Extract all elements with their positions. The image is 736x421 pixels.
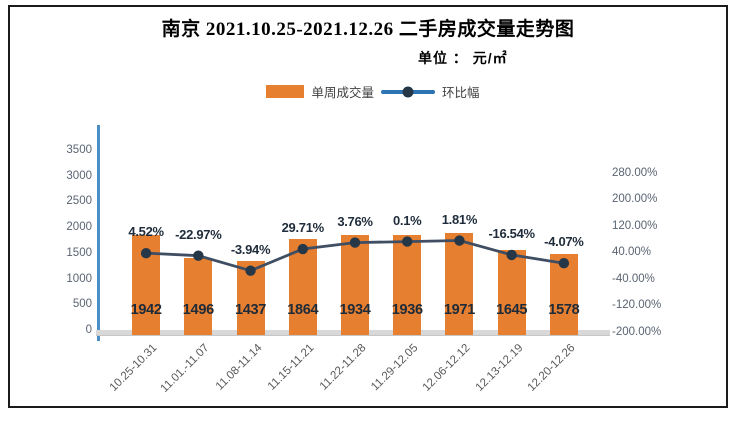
change-percent-label: 3.76% bbox=[337, 213, 373, 229]
change-percent-label: 1.81% bbox=[441, 211, 478, 227]
chart-frame bbox=[8, 5, 728, 408]
left-axis-tick-label: 1000 bbox=[66, 272, 92, 285]
change-percent-label: 4.52% bbox=[128, 224, 164, 240]
change-percent-label: -3.94% bbox=[230, 241, 271, 257]
x-axis-label-text: 12.13-12.19 bbox=[473, 342, 526, 394]
change-percent-label: -16.54% bbox=[488, 225, 535, 241]
legend-bar-swatch bbox=[266, 85, 305, 98]
bar-value-label: 1936 bbox=[391, 302, 423, 318]
x-axis-label-text: 11.08-11.14 bbox=[213, 342, 265, 393]
x-axis-label-text: 12.06-12.12 bbox=[421, 342, 473, 394]
chart-unit-label: 单位 ： 元/㎡ bbox=[418, 50, 508, 66]
right-axis-tick-label: 40.00% bbox=[612, 246, 652, 259]
right-axis-tick-label: 120.00% bbox=[612, 219, 658, 232]
left-axis-tick-label: 500 bbox=[72, 298, 92, 311]
right-axis-tick-label: -200.00% bbox=[612, 326, 662, 338]
bar-value-label: 1496 bbox=[182, 302, 214, 318]
bar bbox=[184, 257, 213, 335]
bar-value-label: 1578 bbox=[548, 302, 580, 318]
legend: 单周成交量 环比幅 bbox=[0, 82, 736, 101]
left-axis-line bbox=[97, 125, 100, 341]
bar bbox=[445, 233, 474, 335]
left-axis-tick-label: 3500 bbox=[66, 143, 92, 156]
left-axis-tick-label: 2500 bbox=[66, 195, 92, 208]
bar bbox=[132, 234, 161, 335]
right-axis-tick-label: 200.00% bbox=[612, 193, 658, 206]
bar bbox=[341, 235, 369, 335]
bar-value-label: 1942 bbox=[130, 302, 162, 318]
change-percent-label: -22.97% bbox=[175, 226, 222, 242]
left-axis-tick-label: 1500 bbox=[66, 246, 92, 259]
left-axis-tick-label: 3000 bbox=[66, 169, 92, 182]
bar-value-label: 1864 bbox=[287, 302, 319, 318]
bar-value-label: 1934 bbox=[339, 302, 371, 318]
legend-line-marker-icon bbox=[402, 86, 414, 97]
right-axis-tick-label: -120.00% bbox=[612, 299, 662, 312]
bar bbox=[236, 260, 265, 335]
chart-title: 南京 2021.10.25-2021.12.26 二手房成交量走势图 bbox=[161, 19, 575, 40]
left-axis-tick-label: 0 bbox=[85, 324, 92, 336]
bar bbox=[393, 235, 422, 335]
x-axis-label-text: 12.20-12.26 bbox=[525, 342, 578, 394]
change-percent-label: 29.71% bbox=[281, 220, 325, 236]
change-percent-label: 0.1% bbox=[393, 212, 422, 228]
left-axis-tick-label: 2000 bbox=[66, 221, 92, 233]
bar-value-label: 1971 bbox=[443, 302, 475, 318]
bar-value-label: 1437 bbox=[235, 302, 267, 318]
right-axis-tick-label: -40.00% bbox=[612, 272, 655, 285]
bar bbox=[497, 250, 526, 335]
legend-line-label: 环比幅 bbox=[442, 86, 480, 100]
x-axis-label-text: 11.29-12.05 bbox=[369, 342, 421, 394]
x-axis-label-text: 11.01.-11.07 bbox=[158, 342, 212, 395]
x-axis-label-text: 11.15-11.21 bbox=[265, 342, 317, 393]
right-axis-tick-label: 280.00% bbox=[612, 166, 658, 179]
x-axis-label-text: 11.22-11.28 bbox=[317, 342, 369, 393]
change-percent-label: -4.07% bbox=[544, 234, 584, 250]
bar-value-label: 1645 bbox=[496, 302, 528, 318]
legend-bar-label: 单周成交量 bbox=[311, 86, 374, 100]
x-axis-label-text: 10.25-10.31 bbox=[107, 342, 160, 394]
legend-line-swatch bbox=[381, 86, 435, 97]
bar bbox=[549, 253, 578, 335]
